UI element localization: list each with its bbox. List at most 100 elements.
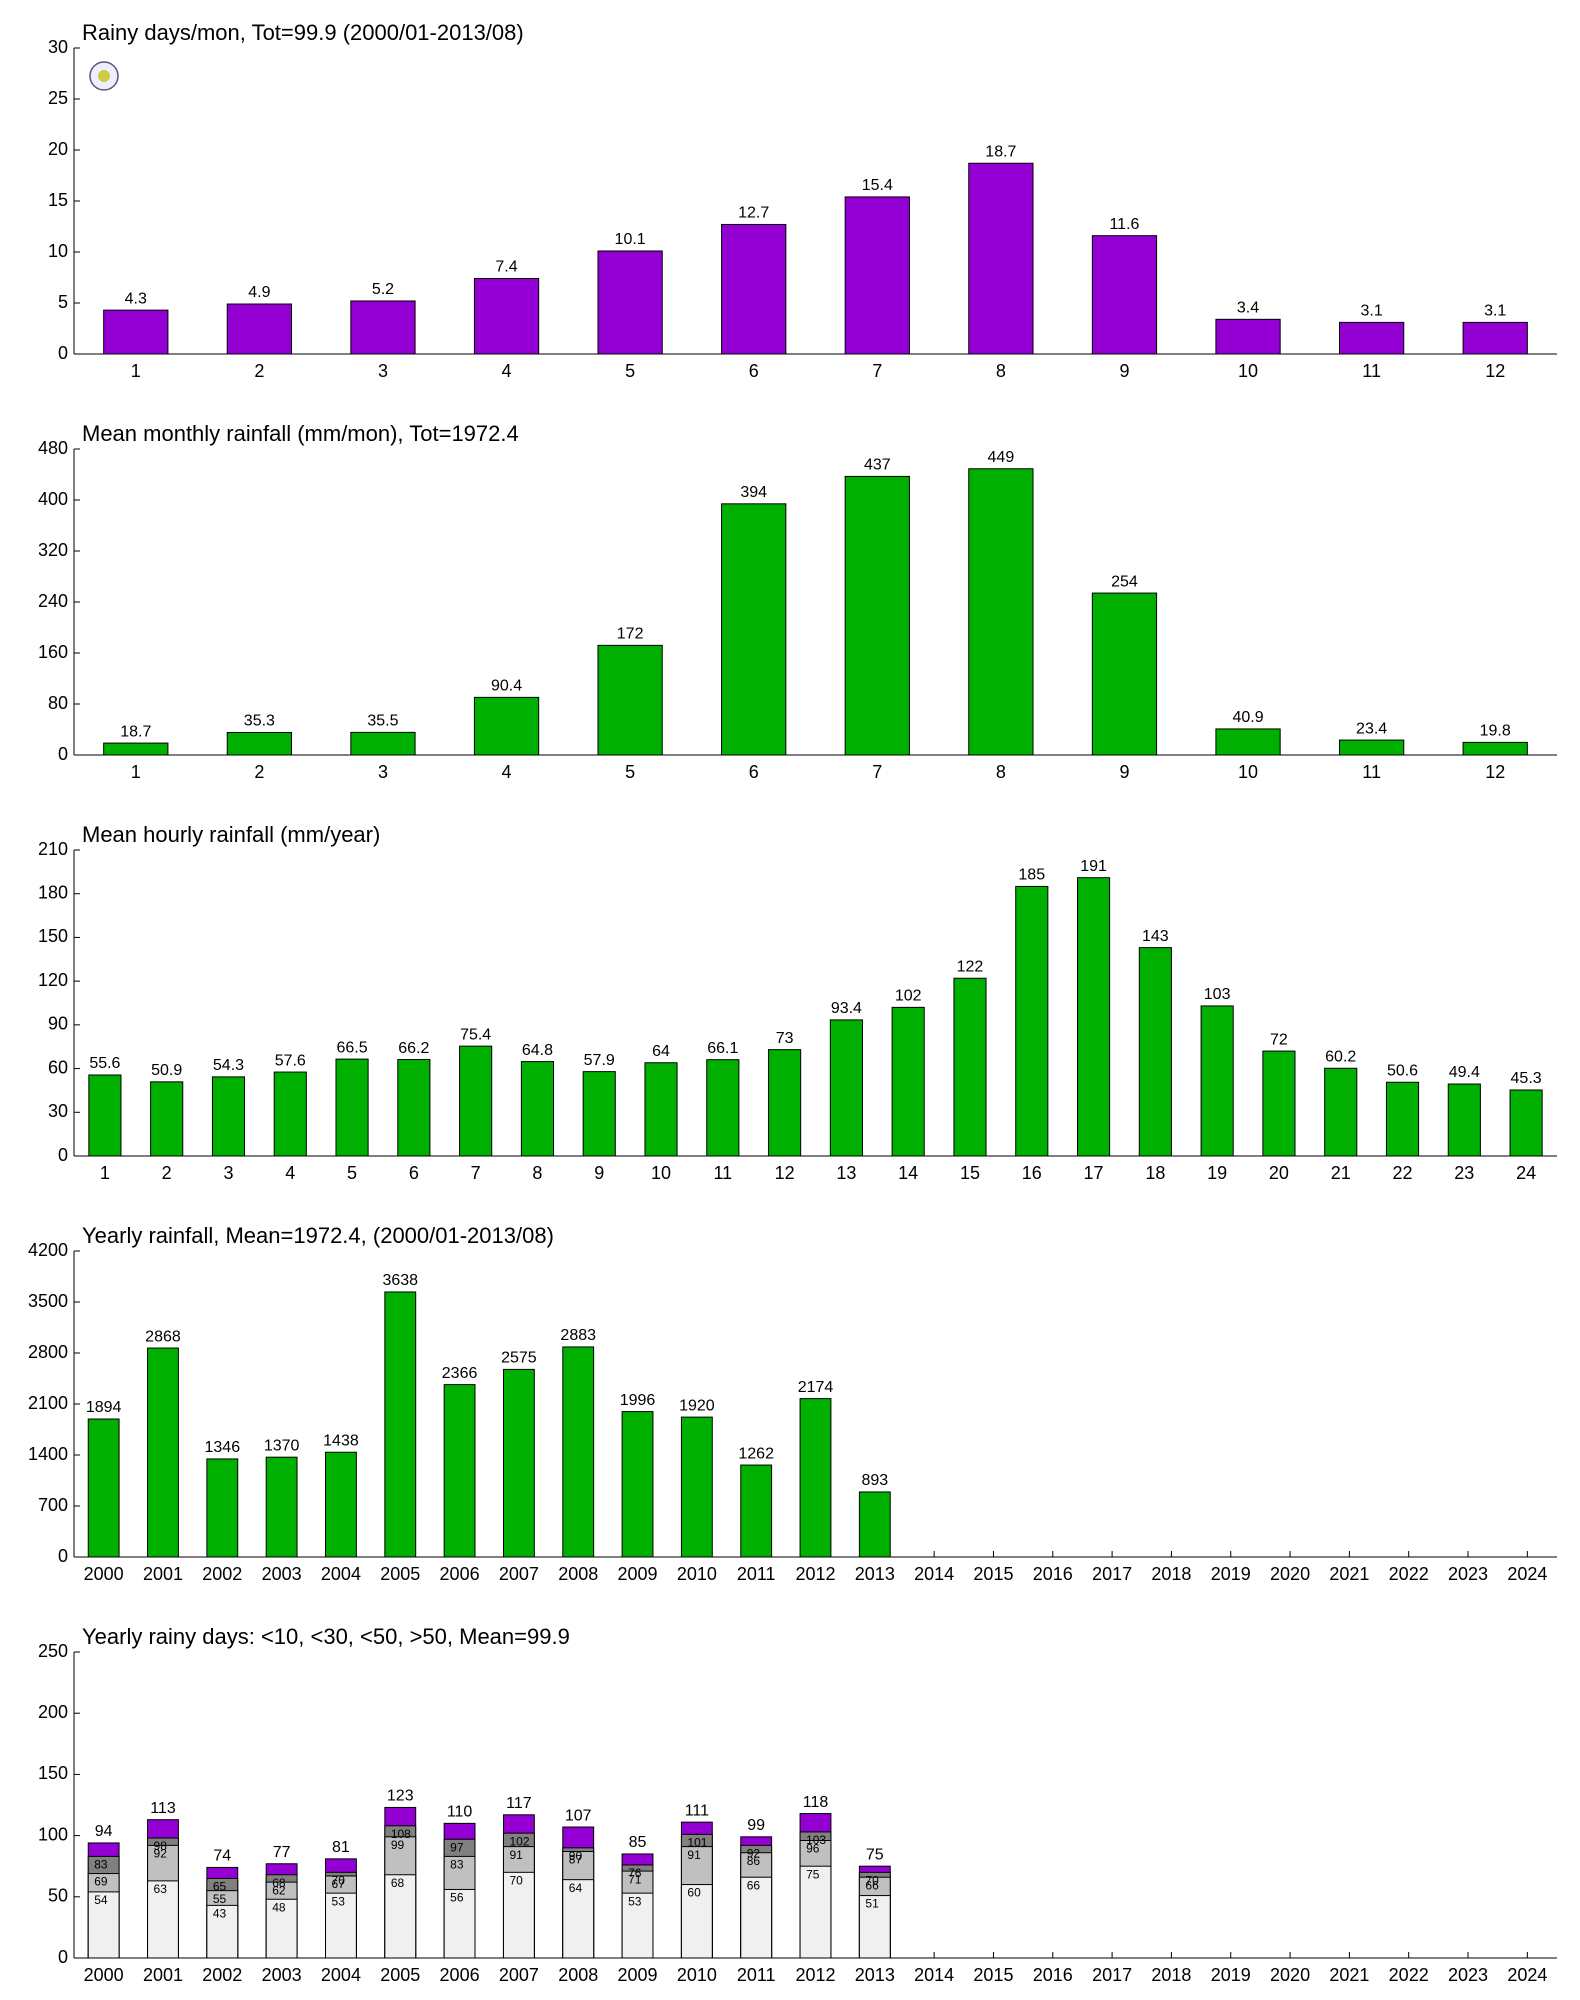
y-tick-label: 200 [38,1702,68,1722]
value-label: 51 [865,1897,879,1911]
value-label: 102 [509,1834,529,1848]
value-label: 117 [506,1795,532,1812]
bar [968,162,1034,355]
bar [597,644,663,756]
value-label: 85 [629,1834,647,1851]
value-label: 1370 [264,1437,300,1454]
chart-title: Yearly rainy days: <10, <30, <50, >50, M… [82,1624,570,1649]
value-label: 65 [213,1880,227,1894]
value-label: 48 [272,1900,286,1914]
value-label: 75 [866,1846,884,1863]
x-tick-label: 12 [1485,361,1505,381]
value-label: 191 [1080,858,1107,875]
value-label: 4.9 [248,284,270,301]
x-tick-label: 2019 [1211,1564,1251,1584]
value-label: 108 [391,1827,411,1841]
value-label: 4.3 [125,290,147,307]
value-label: 76 [628,1866,642,1880]
bar [740,1876,773,1959]
x-tick-label: 2016 [1033,1965,1073,1985]
bar [768,1049,802,1157]
value-label: 94 [95,1823,113,1840]
value-label: 118 [803,1794,829,1811]
x-tick-label: 2008 [558,1564,598,1584]
value-label: 102 [895,988,922,1005]
x-tick-label: 2015 [973,1965,1013,1985]
y-tick-label: 700 [38,1495,68,1515]
y-tick-label: 1400 [28,1444,68,1464]
value-label: 69 [94,1875,108,1889]
x-tick-label: 2003 [262,1965,302,1985]
bar [644,1062,678,1157]
value-label: 7.4 [495,259,517,276]
value-label: 12.7 [738,205,769,222]
bar [1215,728,1281,756]
value-label: 62 [272,1883,286,1897]
x-tick-label: 14 [898,1163,918,1183]
bar [953,977,987,1157]
value-label: 64 [652,1043,670,1060]
y-tick-label: 100 [38,1824,68,1844]
value-label: 43 [213,1907,227,1921]
chart-title: Rainy days/mon, Tot=99.9 (2000/01-2013/0… [82,20,524,45]
value-label: 92 [747,1847,761,1861]
x-tick-label: 23 [1454,1163,1474,1183]
x-tick-label: 8 [996,762,1006,782]
x-tick-label: 6 [749,762,759,782]
bar [1462,741,1528,756]
value-label: 53 [332,1894,346,1908]
value-label: 254 [1111,573,1138,590]
x-tick-label: 2018 [1151,1965,1191,1985]
value-label: 97 [450,1840,464,1854]
value-label: 185 [1018,867,1045,884]
bar [1262,1050,1296,1157]
x-tick-label: 2004 [321,1965,361,1985]
x-tick-label: 2005 [380,1564,420,1584]
value-label: 68 [272,1876,286,1890]
x-tick-label: 4 [285,1163,295,1183]
bar [680,1416,713,1558]
value-label: 2174 [798,1379,834,1396]
x-tick-label: 2020 [1270,1564,1310,1584]
bar [721,503,787,756]
x-tick-label: 18 [1145,1163,1165,1183]
bar [858,1895,891,1959]
value-label: 2868 [145,1328,181,1345]
value-label: 1346 [205,1439,241,1456]
bar [211,1076,246,1157]
x-tick-label: 2021 [1329,1564,1369,1584]
bar [799,1865,832,1959]
bar [1462,321,1528,355]
y-tick-label: 90 [48,1014,68,1034]
value-label: 91 [687,1848,701,1862]
bar [103,309,169,355]
bar [582,1071,616,1157]
value-label: 54 [94,1893,108,1907]
bar [350,731,416,756]
bar [502,1368,535,1558]
value-label: 68 [391,1876,405,1890]
x-tick-label: 2015 [973,1564,1013,1584]
x-tick-label: 4 [502,361,512,381]
bar [1076,877,1111,1157]
value-label: 60.2 [1325,1048,1356,1065]
value-label: 64 [569,1881,583,1895]
y-tick-label: 2800 [28,1342,68,1362]
value-label: 70 [865,1873,879,1887]
x-tick-label: 2018 [1151,1564,1191,1584]
bar [562,1879,595,1959]
x-tick-label: 6 [749,361,759,381]
x-tick-label: 2007 [499,1965,539,1985]
y-tick-label: 80 [48,693,68,713]
value-label: 70 [332,1873,346,1887]
x-tick-label: 2001 [143,1564,183,1584]
value-label: 113 [150,1800,176,1817]
value-label: 55.6 [89,1055,120,1072]
bar [384,1874,417,1959]
x-tick-label: 2009 [618,1564,658,1584]
y-tick-label: 0 [58,1546,68,1566]
x-tick-label: 2 [254,361,264,381]
value-label: 66.1 [707,1040,738,1057]
x-tick-label: 2023 [1448,1965,1488,1985]
value-label: 54.3 [213,1057,244,1074]
